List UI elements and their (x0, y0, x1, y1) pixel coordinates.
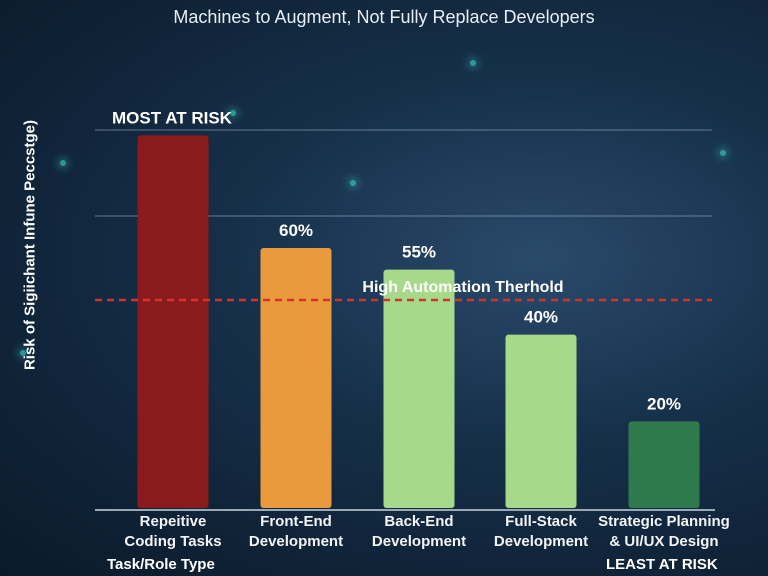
x-tick-label: Full-Stack Development (493, 513, 589, 550)
network-node-decoration (720, 150, 726, 156)
x-tick-label: Strategic Planning & UI/UX Design (598, 513, 730, 550)
chart-title: Machines to Augment, Not Fully Replace D… (173, 7, 595, 27)
network-node-decoration (230, 110, 236, 116)
least-at-risk-annotation: LEAST AT RISK (606, 556, 718, 573)
bar (137, 135, 209, 509)
x-tick-label: Front-End Development (248, 513, 344, 550)
x-tick-label: Repeitive Coding Tasks (124, 513, 222, 550)
network-node-decoration (470, 60, 476, 66)
bar (383, 269, 455, 508)
data-label: 40% (524, 308, 558, 327)
threshold-label: High Automation Therhold (362, 279, 563, 296)
bar (260, 248, 332, 508)
network-node-decoration (60, 160, 66, 166)
data-label: MOST AT RISK (112, 108, 233, 127)
network-node-decoration (350, 180, 356, 186)
x-tick-label: Back-End Development (371, 513, 467, 550)
bar (628, 421, 700, 508)
network-node-decoration (20, 350, 26, 356)
bar (505, 334, 577, 508)
data-label: 55% (402, 243, 436, 262)
data-label: 60% (279, 221, 313, 240)
x-axis-label: Task/Role Type (107, 556, 215, 573)
data-label: 20% (647, 394, 681, 413)
